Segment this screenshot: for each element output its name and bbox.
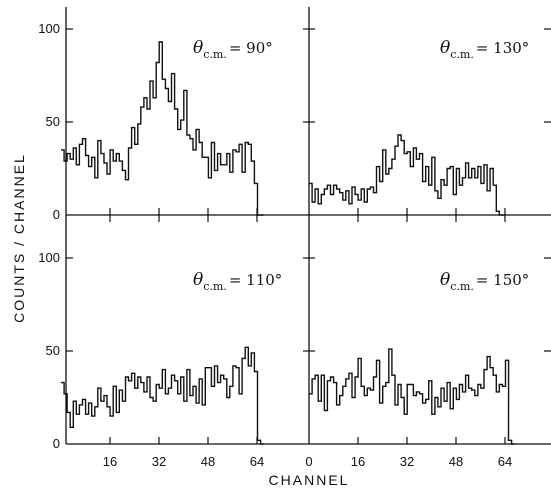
panel-labels: θc.m. = 90° θc.m. = 130° θc.m. = 110° θc.m. = 1… — [193, 38, 529, 293]
y-tick-label-bottom-50: 50 — [46, 343, 60, 358]
x-axis-title: CHANNEL — [269, 472, 350, 488]
x-tick-label-left-32: 32 — [152, 454, 166, 469]
x-tick-label-left-64: 64 — [250, 454, 264, 469]
x-tick-label-right-48: 48 — [449, 454, 463, 469]
y-tick-label-bottom-100: 100 — [38, 250, 60, 265]
x-tick-label-right-32: 32 — [400, 454, 414, 469]
y-tick-label-bottom-0: 0 — [53, 436, 60, 451]
x-tick-label-left-48: 48 — [201, 454, 215, 469]
histogram-top-left — [61, 41, 264, 216]
y-axis-title: COUNTS / CHANNEL — [11, 153, 27, 323]
panel-label-bottom-right: θc.m. = 150° — [440, 270, 529, 293]
panel-label-top-left: θc.m. = 90° — [193, 38, 273, 61]
x-tick-label-left-16: 16 — [103, 454, 117, 469]
panel-label-top-right: θc.m. = 130° — [440, 38, 529, 61]
panel-label-bottom-left: θc.m. = 110° — [193, 270, 282, 293]
x-tick-label-right-64: 64 — [498, 454, 512, 469]
histogram-bottom-left — [61, 346, 264, 445]
histogram-series — [61, 41, 515, 445]
x-tick-label-right-0: 0 — [305, 454, 312, 469]
panel-frames — [65, 7, 551, 445]
x-tick-label-right-16: 16 — [351, 454, 365, 469]
histogram-bottom-right — [309, 348, 515, 445]
histogram-top-right — [309, 134, 506, 216]
y-tick-label-top-0: 0 — [53, 207, 60, 222]
y-tick-label-top-100: 100 — [38, 21, 60, 36]
y-tick-label-top-50: 50 — [46, 114, 60, 129]
